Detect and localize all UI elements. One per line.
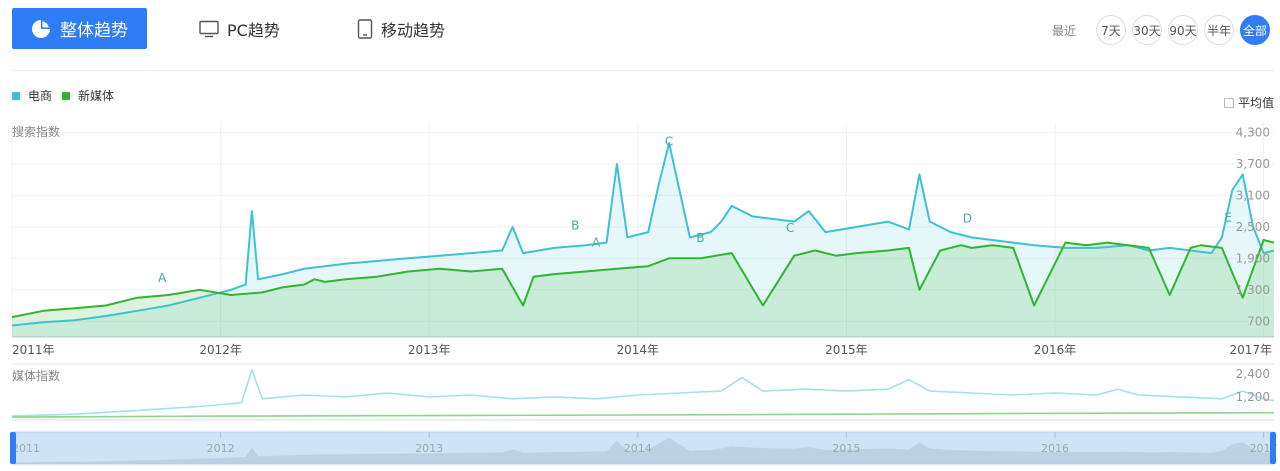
navigator-tick-label: 2013 xyxy=(415,442,443,455)
x-tick-label: 2016年 xyxy=(1034,343,1077,357)
legend-label-ecommerce: 电商 xyxy=(28,89,53,103)
navigator-tick-label: 2012 xyxy=(207,442,235,455)
pie-chart-icon xyxy=(32,19,50,38)
tab-overall-label: 整体趋势 xyxy=(60,21,128,41)
tab-pc-label: PC趋势 xyxy=(227,20,280,40)
search-index-x-ticks: 2011年 2012年 2013年 2014年 2015年 2016年 2017年 xyxy=(12,343,1272,357)
tablet-icon xyxy=(357,18,373,39)
range-half-year-button[interactable]: 半年 xyxy=(1204,15,1234,45)
media-y-tick-label: 2,400 xyxy=(1236,367,1270,381)
range-all-button[interactable]: 全部 xyxy=(1240,15,1270,45)
series-area-newmedia xyxy=(12,240,1274,337)
chart-legend: 电商 新媒体 xyxy=(12,87,124,104)
annotation-marker[interactable]: C xyxy=(786,221,794,235)
tab-mobile-label: 移动趋势 xyxy=(381,20,446,40)
search-index-title: 搜索指数 xyxy=(12,124,60,139)
annotation-marker[interactable]: A xyxy=(592,235,601,249)
y-tick-label: 700 xyxy=(1247,314,1270,328)
x-tick-label: 2015年 xyxy=(825,343,868,357)
media-y-tick-label: 1,200 xyxy=(1236,390,1270,404)
annotation-marker[interactable]: B xyxy=(571,219,579,233)
x-tick-label: 2013年 xyxy=(408,343,451,357)
search-index-areas xyxy=(12,143,1274,337)
media-line-ecommerce xyxy=(11,369,1275,417)
navigator-tick-label: 2014 xyxy=(624,442,652,455)
annotation-marker[interactable]: A xyxy=(158,271,167,285)
annotation-marker[interactable]: B xyxy=(696,231,704,245)
x-tick-label: 2012年 xyxy=(199,343,242,357)
search-index-y-ticks: 700 1,300 1,900 2,500 3,100 3,700 4,300 xyxy=(1236,125,1270,328)
y-tick-label: 1,900 xyxy=(1236,251,1270,265)
legend-swatch-ecommerce xyxy=(12,91,20,100)
navigator-left-handle[interactable] xyxy=(10,432,16,464)
monitor-icon xyxy=(199,20,219,37)
media-index-lines xyxy=(11,369,1275,421)
range-90d-button[interactable]: 90天 xyxy=(1168,15,1198,45)
time-range-label: 最近 xyxy=(1051,23,1076,38)
search-index-lines xyxy=(11,142,1275,327)
y-tick-label: 3,100 xyxy=(1236,188,1270,202)
range-30d-button[interactable]: 30天 xyxy=(1132,15,1162,45)
navigator-right-handle[interactable] xyxy=(1270,432,1276,464)
media-index-y-ticks: 1,200 2,400 xyxy=(1236,367,1270,404)
x-tick-label: 2011年 xyxy=(12,343,55,357)
x-tick-label: 2014年 xyxy=(617,343,660,357)
annotation-marker[interactable]: D xyxy=(963,212,972,226)
average-toggle[interactable]: 平均值 xyxy=(1223,94,1274,111)
annotation-marker[interactable]: C xyxy=(665,135,673,149)
series-area-ecommerce xyxy=(12,143,1274,337)
range-7d-button[interactable]: 7天 xyxy=(1096,15,1126,45)
trend-tabs: 整体趋势 PC趋势 移动趋势 最近 7天 30天 90天 半年 全部 xyxy=(0,0,1280,62)
navigator-tick-label: 2016 xyxy=(1041,442,1069,455)
tab-pc-trend[interactable]: PC趋势 xyxy=(199,8,280,49)
navigator-tick-label: 2011 xyxy=(12,442,40,455)
legend-item-ecommerce[interactable]: 电商 xyxy=(12,87,52,104)
legend-label-newmedia: 新媒体 xyxy=(78,89,115,103)
navigator-silhouette xyxy=(12,438,1274,464)
legend-item-newmedia[interactable]: 新媒体 xyxy=(62,87,114,104)
navigator-tick-label: 2015 xyxy=(832,442,860,455)
average-checkbox[interactable] xyxy=(1223,97,1234,108)
y-tick-label: 1,300 xyxy=(1236,283,1270,297)
media-index-title: 媒体指数 xyxy=(12,368,60,383)
time-range-selector: 最近 7天 30天 90天 半年 全部 xyxy=(1052,14,1270,46)
header-divider xyxy=(12,70,1274,71)
tab-overall-trend[interactable]: 整体趋势 xyxy=(12,8,147,49)
annotation-marker[interactable]: E xyxy=(1224,211,1232,225)
tab-mobile-trend[interactable]: 移动趋势 xyxy=(357,8,445,49)
legend-swatch-newmedia xyxy=(62,91,71,100)
media-line-newmedia xyxy=(11,411,1275,418)
y-tick-label: 3,700 xyxy=(1236,157,1270,171)
chart-grid xyxy=(11,122,1274,365)
series-line-newmedia[interactable] xyxy=(11,239,1275,319)
y-tick-label: 4,300 xyxy=(1236,125,1270,139)
series-line-ecommerce[interactable] xyxy=(11,142,1275,327)
average-label: 平均值 xyxy=(1237,96,1274,110)
y-tick-label: 2,500 xyxy=(1236,220,1270,234)
x-tick-label: 2017年 xyxy=(1229,343,1272,357)
range-navigator[interactable]: 2011 2012 2013 2014 2015 2016 2017 xyxy=(10,431,1278,465)
